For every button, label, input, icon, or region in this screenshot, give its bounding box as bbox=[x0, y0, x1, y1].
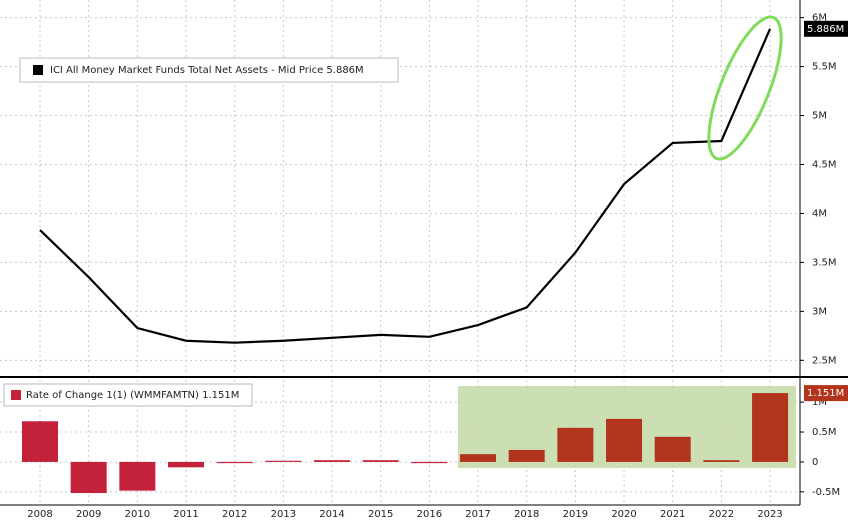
bar bbox=[362, 460, 399, 462]
x-tick-label: 2021 bbox=[660, 509, 685, 520]
bar bbox=[168, 461, 205, 468]
last-value-tag bbox=[804, 20, 848, 37]
bar bbox=[22, 421, 58, 462]
y-tick-label: -0.5M bbox=[812, 487, 840, 498]
x-tick-label: 2020 bbox=[611, 509, 636, 520]
bar bbox=[70, 461, 107, 494]
y-tick-label: 1M bbox=[812, 397, 827, 408]
x-tick-label: 2011 bbox=[173, 509, 198, 520]
legend-swatch bbox=[11, 390, 21, 400]
last-value-label: 1.151M bbox=[807, 388, 844, 399]
bar bbox=[606, 418, 643, 462]
bar bbox=[654, 436, 691, 462]
x-tick-label: 2022 bbox=[709, 509, 734, 520]
x-tick-label: 2010 bbox=[125, 509, 150, 520]
bar bbox=[119, 461, 156, 491]
legend-label: Rate of Change 1(1) (WMMFAMTN) 1.151M bbox=[26, 390, 239, 401]
x-tick-label: 2009 bbox=[76, 509, 101, 520]
y-tick-label: 0.5M bbox=[812, 427, 837, 438]
bar bbox=[508, 449, 545, 462]
x-tick-label: 2014 bbox=[319, 509, 344, 520]
last-value-tag bbox=[804, 385, 848, 402]
bar bbox=[460, 454, 497, 462]
x-tick-label: 2019 bbox=[563, 509, 588, 520]
legend-label: ICI All Money Market Funds Total Net Ass… bbox=[50, 65, 364, 76]
y-tick-label: 5.5M bbox=[812, 62, 837, 73]
x-tick-label: 2015 bbox=[368, 509, 393, 520]
x-tick-label: 2012 bbox=[222, 509, 247, 520]
legend-swatch bbox=[33, 65, 43, 75]
x-tick-label: 2023 bbox=[757, 509, 782, 520]
highlight-ellipse bbox=[707, 15, 783, 161]
last-value-label: 5.886M bbox=[807, 24, 844, 35]
x-tick-label: 2018 bbox=[514, 509, 539, 520]
x-tick-label: 2017 bbox=[465, 509, 490, 520]
y-tick-label: 2.5M bbox=[812, 355, 837, 366]
y-tick-label: 5M bbox=[812, 111, 827, 122]
line-series bbox=[39, 28, 772, 344]
bar bbox=[265, 460, 302, 462]
bar bbox=[411, 461, 448, 464]
y-tick-label: 3.5M bbox=[812, 257, 837, 268]
x-tick-label: 2008 bbox=[27, 509, 52, 520]
bar bbox=[752, 393, 789, 462]
y-tick-label: 3M bbox=[812, 306, 827, 317]
legend-box bbox=[3, 383, 253, 407]
y-tick-label: 4.5M bbox=[812, 159, 837, 170]
x-tick-label: 2016 bbox=[417, 509, 442, 520]
bar bbox=[557, 427, 594, 462]
x-tick-label: 2013 bbox=[271, 509, 296, 520]
bar bbox=[216, 461, 253, 464]
bar bbox=[314, 460, 351, 462]
bar bbox=[703, 460, 740, 462]
y-tick-label: 4M bbox=[812, 208, 827, 219]
legend-box bbox=[19, 57, 399, 83]
y-tick-label: 0 bbox=[812, 457, 818, 468]
y-tick-label: 6M bbox=[812, 13, 827, 24]
